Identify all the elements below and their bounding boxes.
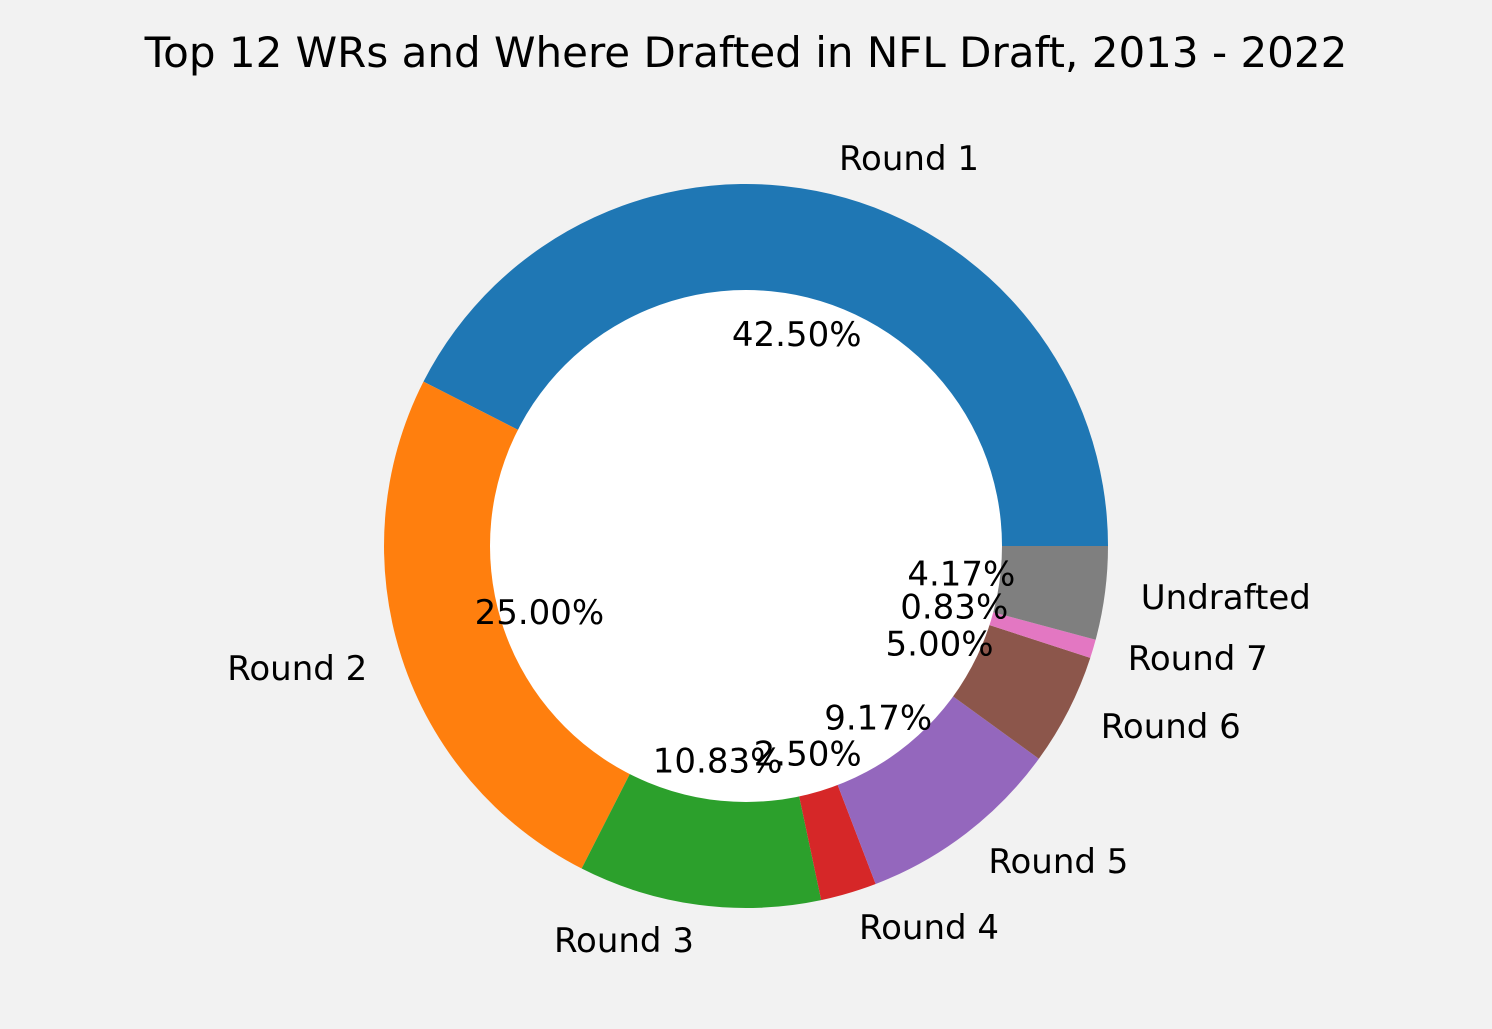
slice-label-round-6: Round 6 [1101,707,1241,747]
pct-label-round-3: 10.83% [653,741,783,781]
labels-layer: Round 1 42.50% Round 2 25.00% Round 3 10.83% R… [227,139,1311,961]
slice-label-round-4: Round 4 [859,908,999,948]
pct-label-round-1: 42.50% [732,315,862,355]
slice-label-round-5: Round 5 [988,842,1128,882]
pct-label-round-4: 2.50% [754,734,862,774]
slice-label-round-1: Round 1 [839,139,979,179]
slice-label-undrafted: Undrafted [1141,578,1311,618]
pct-label-round-5: 9.17% [824,698,932,738]
pct-label-round-2: 25.00% [475,593,605,633]
chart-title: Top 12 WRs and Where Drafted in NFL Draf… [144,28,1348,77]
pct-label-round-7: 0.83% [900,588,1008,628]
donut-hole [490,290,1002,802]
slice-label-round-7: Round 7 [1128,639,1268,679]
pct-label-round-6: 5.00% [886,625,994,665]
pct-label-undrafted: 4.17% [907,554,1015,594]
slice-label-round-2: Round 2 [227,649,367,689]
slice-label-round-3: Round 3 [554,921,694,961]
